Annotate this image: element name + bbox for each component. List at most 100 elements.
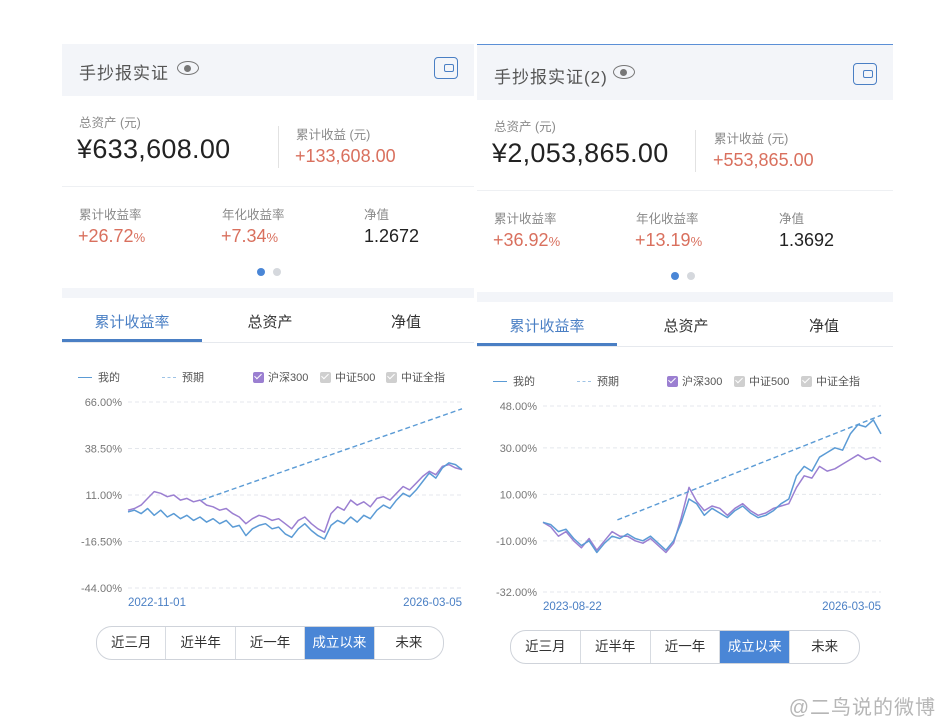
wallet-icon[interactable] bbox=[434, 57, 458, 79]
series-line-mine bbox=[542, 419, 882, 554]
wallet-icon[interactable] bbox=[853, 63, 877, 85]
range-3m-button[interactable]: 近三月 bbox=[110, 635, 152, 650]
checkbox-unchecked-icon bbox=[801, 375, 812, 387]
section-gap bbox=[62, 288, 474, 298]
y-tick-label: -10.00% bbox=[496, 536, 537, 548]
page-dot-active[interactable] bbox=[257, 268, 265, 276]
checkbox-unchecked-icon bbox=[386, 371, 397, 383]
checkbox-checked-icon bbox=[253, 371, 264, 383]
account-header: 手抄报实证 bbox=[62, 44, 474, 96]
y-tick-label: 11.00% bbox=[86, 490, 123, 502]
tab-indicator bbox=[477, 343, 617, 346]
annual-rate-value: +7.34% bbox=[221, 226, 279, 246]
legend-zzall[interactable]: 中证全指 bbox=[801, 373, 860, 389]
nav-label: 净值 bbox=[364, 208, 390, 222]
tab-cum-rate[interactable]: 累计收益率 bbox=[509, 318, 585, 335]
range-1y-button[interactable]: 近一年 bbox=[649, 631, 720, 663]
tab-total-assets[interactable]: 总资产 bbox=[247, 314, 293, 331]
page-dot[interactable] bbox=[273, 268, 281, 276]
watermark: @二鸟说的微博 bbox=[788, 697, 936, 719]
page-dot-active[interactable] bbox=[671, 272, 679, 280]
nav-label: 净值 bbox=[779, 212, 805, 226]
range-selector: 近三月 近半年 近一年 成立以来 未来 bbox=[510, 630, 860, 664]
eye-icon[interactable] bbox=[613, 65, 635, 79]
legend-zzall[interactable]: 中证全指 bbox=[386, 369, 445, 385]
tab-divider bbox=[62, 342, 474, 343]
range-since-inception-button[interactable]: 成立以来 bbox=[304, 627, 374, 659]
tab-nav[interactable]: 净值 bbox=[808, 318, 839, 335]
checkbox-unchecked-icon bbox=[320, 371, 331, 383]
nav-value: 1.3692 bbox=[779, 230, 835, 250]
tab-divider bbox=[477, 346, 893, 347]
divider bbox=[62, 186, 474, 187]
cum-rate-value: +26.72% bbox=[78, 226, 146, 246]
account-panel-1: 手抄报实证 总资产 (元) ¥633,608.00 累计收益 (元) +133,… bbox=[62, 44, 474, 684]
x-start-label: 2023-08-22 bbox=[543, 601, 602, 613]
total-assets-label: 总资产 (元) bbox=[79, 116, 141, 130]
series-line-hs300 bbox=[127, 463, 463, 533]
legend-expected[interactable]: 预期 bbox=[577, 373, 619, 389]
x-end-label: 2026-03-05 bbox=[822, 601, 881, 613]
nav-value: 1.2672 bbox=[364, 226, 420, 246]
series-line-hs300 bbox=[542, 454, 882, 554]
range-6m-button[interactable]: 近半年 bbox=[579, 631, 650, 663]
series-line-mine bbox=[127, 462, 463, 540]
return-chart[interactable]: 66.00% 38.50% 11.00% -16.50% -44.00% 2022-11-… bbox=[62, 384, 474, 614]
dash-swatch-icon bbox=[577, 380, 591, 382]
page-dot[interactable] bbox=[687, 272, 695, 280]
legend-hs300[interactable]: 沪深300 bbox=[667, 373, 722, 389]
y-tick-label: 38.50% bbox=[85, 444, 123, 456]
line-swatch-icon bbox=[78, 376, 92, 378]
y-tick-label: -16.50% bbox=[81, 537, 122, 549]
x-start-label: 2022-11-01 bbox=[128, 597, 186, 609]
range-since-inception-button[interactable]: 成立以来 bbox=[719, 631, 790, 663]
legend-mine[interactable]: 我的 bbox=[493, 373, 535, 389]
range-6m-button[interactable]: 近半年 bbox=[165, 627, 234, 659]
total-assets-label: 总资产 (元) bbox=[494, 120, 556, 134]
section-gap bbox=[477, 292, 893, 302]
tab-indicator bbox=[62, 339, 202, 342]
dash-swatch-icon bbox=[162, 376, 176, 378]
cum-rate-label: 累计收益率 bbox=[79, 208, 142, 222]
legend-expected[interactable]: 预期 bbox=[162, 369, 204, 385]
divider bbox=[477, 190, 893, 191]
checkbox-checked-icon bbox=[667, 375, 678, 387]
account-title: 手抄报实证 bbox=[79, 64, 169, 83]
return-chart[interactable]: 48.00% 30.00% 10.00% -10.00% -32.00% 2023-08-… bbox=[477, 388, 893, 618]
total-assets-value: ¥2,053,865.00 bbox=[492, 138, 669, 168]
cum-profit-value: +553,865.00 bbox=[713, 150, 814, 170]
y-tick-label: 10.00% bbox=[500, 489, 538, 501]
x-end-label: 2026-03-05 bbox=[403, 597, 462, 609]
annual-rate-label: 年化收益率 bbox=[222, 208, 285, 222]
divider bbox=[695, 130, 696, 172]
y-tick-label: -32.00% bbox=[496, 587, 537, 599]
range-1y-button[interactable]: 近一年 bbox=[234, 627, 304, 659]
tab-nav[interactable]: 净值 bbox=[390, 314, 421, 331]
divider bbox=[278, 126, 279, 168]
range-future-button[interactable]: 未来 bbox=[373, 627, 443, 659]
account-header: 手抄报实证(2) bbox=[477, 45, 893, 100]
cum-rate-value: +36.92% bbox=[493, 230, 561, 250]
account-panel-2: 手抄报实证(2) 总资产 (元) ¥2,053,865.00 累计收益 (元) … bbox=[477, 44, 893, 685]
y-tick-label: 48.00% bbox=[500, 401, 538, 413]
y-tick-label: -44.00% bbox=[81, 583, 122, 595]
tab-cum-rate[interactable]: 累计收益率 bbox=[94, 314, 170, 331]
checkbox-unchecked-icon bbox=[734, 375, 745, 387]
legend-zz500[interactable]: 中证500 bbox=[320, 369, 375, 385]
eye-icon[interactable] bbox=[177, 61, 199, 75]
legend-hs300[interactable]: 沪深300 bbox=[253, 369, 308, 385]
legend-zz500[interactable]: 中证500 bbox=[734, 373, 789, 389]
annual-rate-label: 年化收益率 bbox=[636, 212, 699, 226]
cum-profit-label: 累计收益 (元) bbox=[296, 128, 371, 142]
series-line-expected bbox=[201, 408, 463, 501]
legend-mine[interactable]: 我的 bbox=[78, 369, 120, 385]
range-3m-button[interactable]: 近三月 bbox=[525, 639, 566, 654]
cum-profit-value: +133,608.00 bbox=[295, 146, 396, 166]
annual-rate-value: +13.19% bbox=[635, 230, 703, 250]
range-future-button[interactable]: 未来 bbox=[789, 631, 859, 663]
y-tick-label: 66.00% bbox=[85, 397, 123, 409]
account-title: 手抄报实证(2) bbox=[494, 68, 608, 87]
tab-total-assets[interactable]: 总资产 bbox=[663, 318, 709, 335]
range-selector: 近三月 近半年 近一年 成立以来 未来 bbox=[96, 626, 444, 660]
line-swatch-icon bbox=[493, 380, 507, 382]
